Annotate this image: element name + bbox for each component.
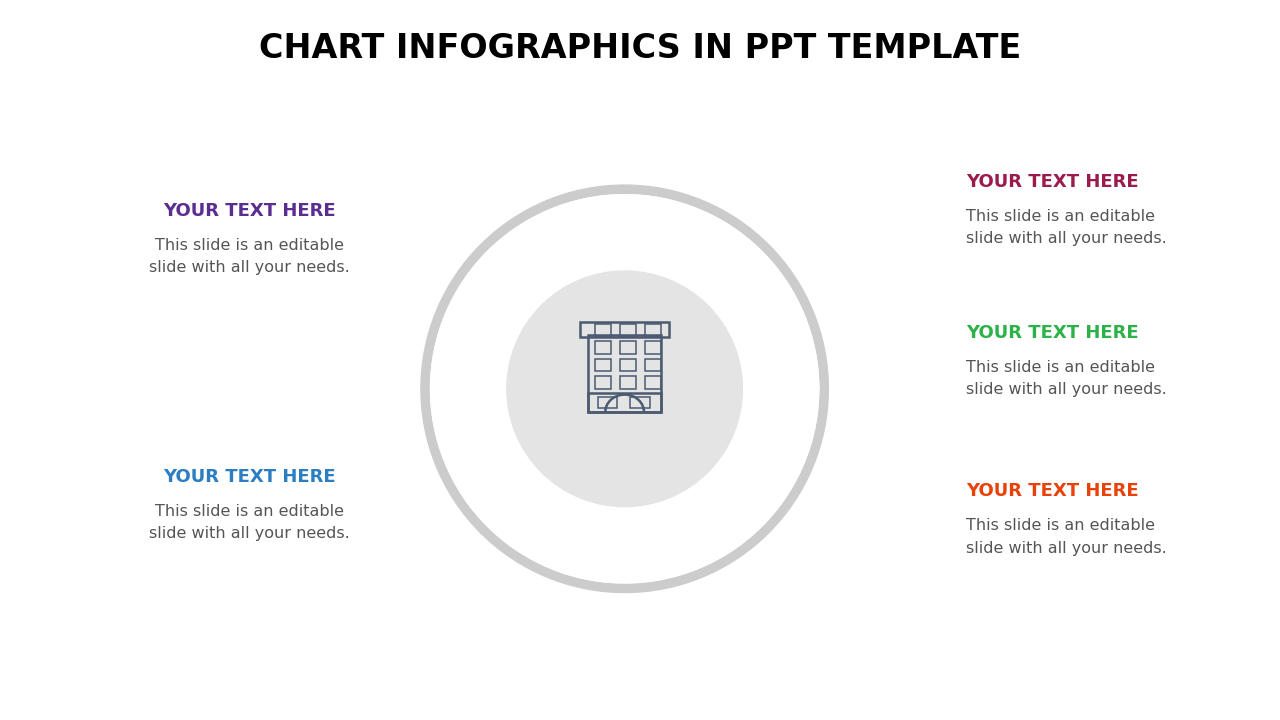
Bar <box>580 322 669 337</box>
Text: 25%: 25% <box>703 266 765 292</box>
Circle shape <box>421 185 828 593</box>
Bar <box>595 341 611 354</box>
Wedge shape <box>564 389 818 582</box>
Text: YOUR TEXT HERE: YOUR TEXT HERE <box>966 482 1139 500</box>
Bar <box>598 397 617 408</box>
Text: YOUR TEXT HERE: YOUR TEXT HERE <box>164 468 335 486</box>
Bar <box>620 377 636 389</box>
Text: This slide is an editable
slide with all your needs.: This slide is an editable slide with all… <box>966 209 1167 246</box>
Text: This slide is an editable
slide with all your needs.: This slide is an editable slide with all… <box>150 504 349 541</box>
Wedge shape <box>511 196 625 292</box>
Bar <box>645 341 662 354</box>
Bar <box>620 341 636 354</box>
Text: CHART INFOGRAPHICS IN PPT TEMPLATE: CHART INFOGRAPHICS IN PPT TEMPLATE <box>259 32 1021 66</box>
Text: YOUR TEXT HERE: YOUR TEXT HERE <box>966 324 1139 342</box>
Text: 25%: 25% <box>440 351 504 377</box>
Circle shape <box>506 270 744 508</box>
Bar <box>595 324 611 337</box>
Wedge shape <box>468 459 588 572</box>
Bar <box>620 324 636 337</box>
Bar <box>620 359 636 372</box>
Bar <box>588 392 662 412</box>
Text: 10%: 10% <box>502 501 566 527</box>
Bar <box>645 324 662 337</box>
Text: 30%: 30% <box>684 501 748 527</box>
Circle shape <box>507 271 742 507</box>
Bar <box>631 397 650 408</box>
Text: 10%: 10% <box>545 229 608 255</box>
Bar <box>588 335 662 412</box>
Wedge shape <box>431 233 554 503</box>
Bar <box>595 359 611 372</box>
Bar <box>645 377 662 389</box>
Text: This slide is an editable
slide with all your needs.: This slide is an editable slide with all… <box>966 360 1167 397</box>
Wedge shape <box>625 196 818 389</box>
Text: This slide is an editable
slide with all your needs.: This slide is an editable slide with all… <box>966 518 1167 556</box>
Text: YOUR TEXT HERE: YOUR TEXT HERE <box>164 202 335 220</box>
Text: This slide is an editable
slide with all your needs.: This slide is an editable slide with all… <box>150 238 349 275</box>
Bar <box>645 359 662 372</box>
Bar <box>595 377 611 389</box>
Circle shape <box>430 194 819 583</box>
Text: YOUR TEXT HERE: YOUR TEXT HERE <box>966 173 1139 191</box>
